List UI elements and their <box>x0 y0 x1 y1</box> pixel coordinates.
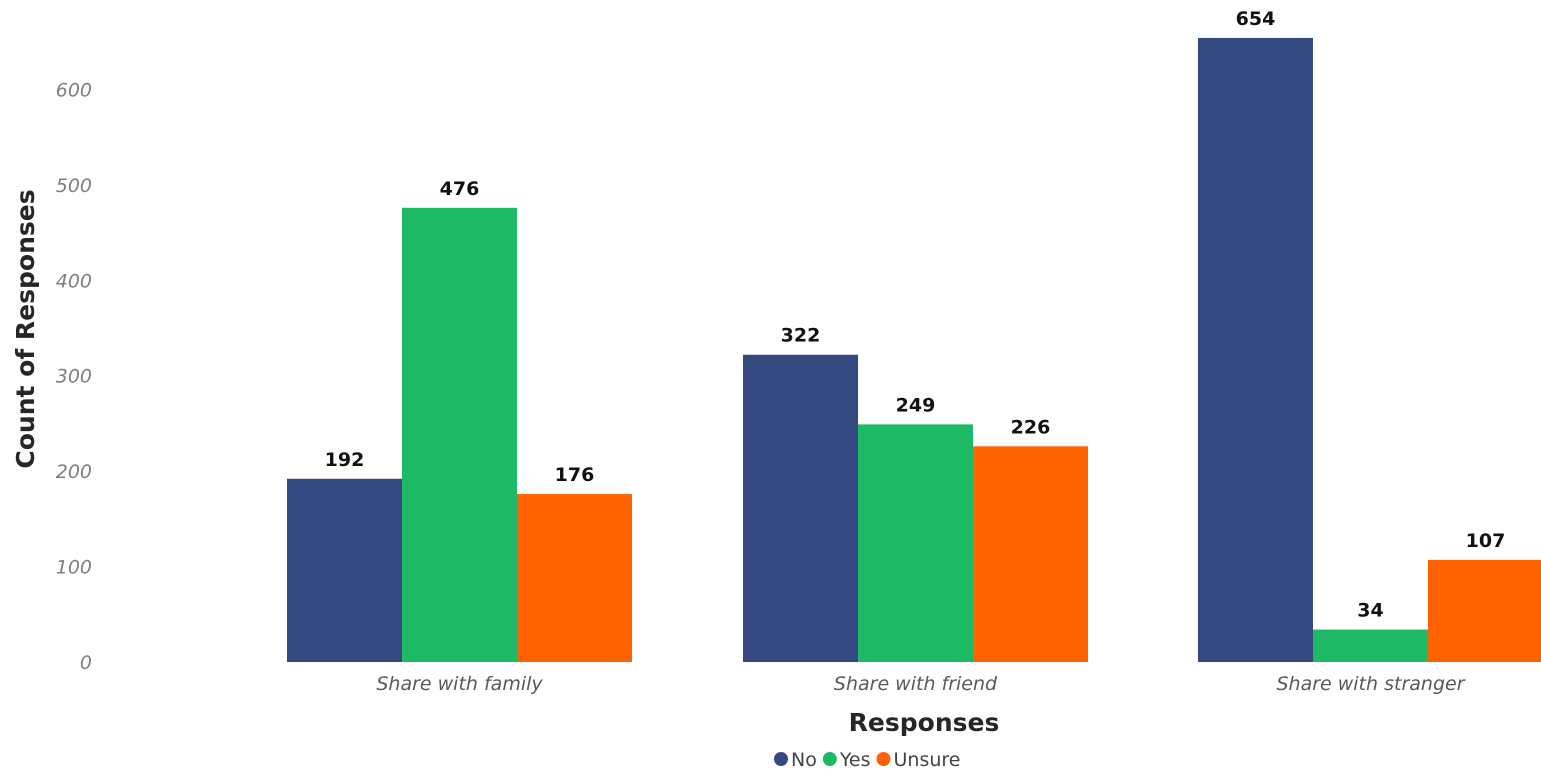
bar-unsure-3[interactable] <box>1428 559 1541 662</box>
bar-no-2[interactable] <box>743 354 858 662</box>
data-label: 176 <box>555 464 595 486</box>
bar-yes-2[interactable] <box>858 424 973 662</box>
legend-label: Yes <box>839 749 871 771</box>
x-axis-title: Responses <box>849 708 1000 737</box>
legend-marker <box>774 752 788 766</box>
data-label: 476 <box>440 178 480 200</box>
legend-item-no[interactable]: No <box>774 749 817 771</box>
legend-marker <box>876 752 891 766</box>
bar-no-1[interactable] <box>287 478 402 662</box>
data-label: 249 <box>896 394 936 416</box>
x-tick-label: Share with family <box>376 673 543 695</box>
plot-area <box>287 37 1541 663</box>
data-labels: 192 476 176 322 249 226 654 34 107 <box>325 8 1506 622</box>
x-axis: Share with family Share with friend Share … <box>376 673 1465 695</box>
data-label: 192 <box>325 449 365 471</box>
x-tick-label: Share with stranger <box>1276 673 1465 695</box>
y-tick-label: 200 <box>56 461 92 483</box>
legend-item-yes[interactable]: Yes <box>822 749 871 771</box>
y-tick-label: 400 <box>56 270 92 292</box>
data-label: 107 <box>1466 530 1506 552</box>
y-axis-title: Count of Responses <box>11 189 40 468</box>
legend-item-unsure[interactable]: Unsure <box>876 749 961 771</box>
legend-label: No <box>791 749 817 771</box>
data-label: 34 <box>1357 600 1383 622</box>
legend: No Yes Unsure <box>774 749 961 771</box>
y-tick-label: 300 <box>56 366 92 388</box>
bar-unsure-1[interactable] <box>517 494 632 662</box>
bar-yes-3[interactable] <box>1313 629 1428 662</box>
data-label: 322 <box>781 325 821 347</box>
bar-unsure-2[interactable] <box>973 446 1088 662</box>
y-axis: 0 100 200 300 400 500 600 <box>56 79 92 674</box>
legend-marker <box>822 752 837 766</box>
data-label: 226 <box>1011 416 1051 438</box>
bar-yes-1[interactable] <box>402 207 517 663</box>
y-tick-label: 100 <box>56 557 92 579</box>
data-label: 654 <box>1236 8 1276 30</box>
legend-label: Unsure <box>894 749 961 771</box>
y-tick-label: 600 <box>56 79 92 101</box>
x-tick-label: Share with friend <box>834 673 998 695</box>
bar-no-3[interactable] <box>1198 37 1313 663</box>
y-tick-label: 500 <box>56 175 92 197</box>
y-tick-label: 0 <box>80 652 92 674</box>
